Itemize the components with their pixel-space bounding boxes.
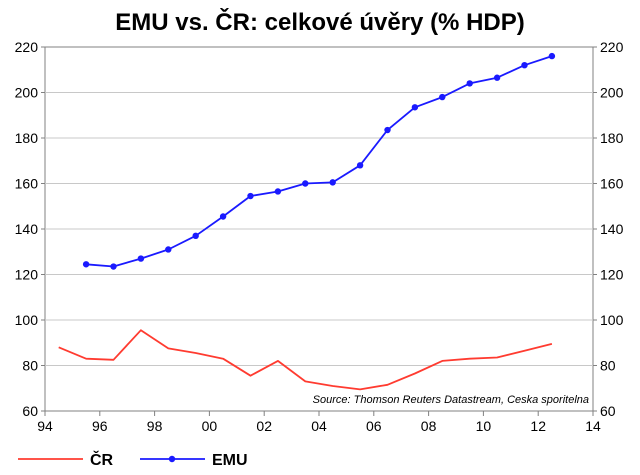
y-axis-left: 60 80 100 120 140 160 180 200 220 [15, 39, 45, 419]
legend-label: EMU [212, 452, 248, 469]
source-note: Source: Thomson Reuters Datastream, Cesk… [313, 394, 589, 406]
series-emu [82, 52, 556, 270]
series-line [58, 329, 553, 391]
x-tick-label: 12 [530, 418, 546, 434]
data-point [356, 162, 364, 169]
y-tick-label-left: 200 [15, 85, 39, 101]
data-point [247, 192, 254, 200]
data-point [82, 261, 90, 268]
y-tick-label-right: 120 [600, 267, 624, 283]
legend: ČR EMU [18, 450, 248, 469]
x-tick-label: 02 [256, 418, 272, 434]
data-point [165, 246, 172, 253]
y-tick-label-left: 180 [15, 130, 39, 146]
y-axis-right: 60 80 100 120 140 160 180 200 220 [593, 39, 624, 419]
series-line [86, 55, 553, 268]
x-tick-label: 00 [202, 418, 218, 434]
x-tick-label: 14 [585, 418, 601, 434]
y-tick-label-right: 200 [600, 85, 624, 101]
y-tick-label-right: 160 [600, 176, 624, 192]
x-tick-label: 04 [311, 418, 327, 434]
data-point [137, 255, 145, 262]
data-point [493, 74, 501, 81]
y-tick-label-right: 80 [600, 358, 616, 374]
x-tick-label: 08 [421, 418, 437, 434]
x-tick-label: 10 [476, 418, 492, 434]
y-tick-label-left: 120 [15, 267, 39, 283]
series-cr [58, 329, 553, 391]
x-tick-label: 96 [92, 418, 108, 434]
data-point [384, 126, 391, 134]
y-tick-label-right: 100 [600, 312, 624, 328]
data-point [192, 232, 199, 240]
data-point [439, 93, 446, 101]
legend-item-cr: ČR [18, 450, 114, 469]
y-tick-label-left: 220 [15, 39, 39, 55]
data-point [302, 180, 309, 187]
data-point [466, 80, 473, 87]
y-tick-label-right: 140 [600, 221, 624, 237]
y-tick-label-right: 180 [600, 130, 624, 146]
chart-title: EMU vs. ČR: celkové úvěry (% HDP) [115, 8, 524, 36]
data-point [521, 61, 528, 69]
y-tick-label-left: 160 [15, 176, 39, 192]
legend-item-emu: EMU [140, 452, 248, 469]
legend-label: ČR [90, 450, 114, 469]
legend-marker [168, 455, 176, 463]
y-tick-label-left: 100 [15, 312, 39, 328]
y-tick-label-left: 80 [22, 358, 38, 374]
data-point [411, 104, 419, 111]
y-tick-label-left: 140 [15, 221, 39, 237]
data-point [274, 188, 282, 195]
x-tick-label: 94 [37, 418, 53, 434]
y-tick-label-right: 60 [600, 403, 616, 419]
x-axis: 94 96 98 00 02 04 06 08 10 12 14 [37, 411, 601, 434]
data-point [548, 52, 556, 60]
data-point [329, 179, 336, 186]
y-tick-label-left: 60 [22, 403, 38, 419]
x-tick-label: 98 [147, 418, 163, 434]
data-point [219, 213, 227, 220]
data-point [110, 263, 117, 270]
y-tick-label-right: 220 [600, 39, 624, 55]
series-layer [58, 52, 556, 391]
x-tick-label: 06 [366, 418, 382, 434]
